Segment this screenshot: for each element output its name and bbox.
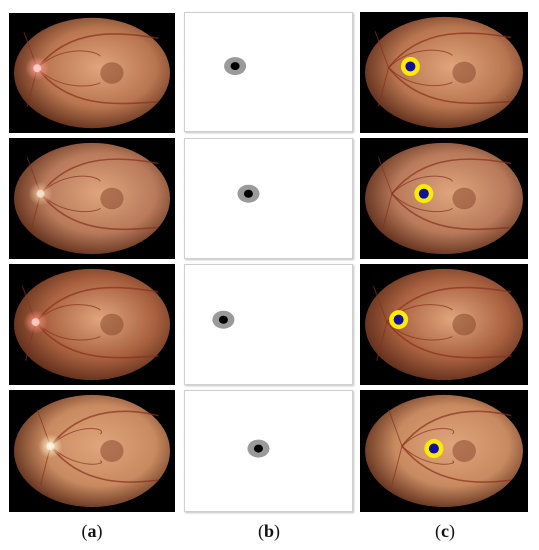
column-label-b-letter: b: [263, 521, 274, 541]
column-label-c-letter: c: [441, 521, 449, 541]
blood-vessel: [36, 33, 159, 69]
retina-field: [13, 268, 171, 381]
mask-background: [185, 265, 352, 384]
overlay-image-row-4: [360, 390, 528, 512]
fundus-image-row-3: [9, 264, 175, 385]
cup-overlay: [405, 61, 416, 72]
blood-vessel: [401, 445, 512, 483]
overlay-image-row-3: [360, 264, 528, 385]
fundus-image-row-2: [9, 138, 175, 259]
column-label-c-open: (: [435, 521, 441, 541]
blood-vessel: [49, 445, 159, 483]
disc-mask-row-1: [184, 12, 353, 132]
macula: [452, 313, 476, 336]
column-label-b-close: ): [274, 521, 280, 541]
blood-vessel: [391, 445, 403, 486]
blood-vessel: [391, 158, 512, 195]
blood-vessel: [387, 32, 512, 69]
macula: [100, 440, 124, 462]
blood-vessel: [34, 286, 159, 323]
blood-vessel: [401, 445, 455, 465]
macula: [100, 313, 124, 336]
optic-cup: [46, 442, 55, 451]
disc-mask-row-4: [184, 390, 353, 512]
blood-vessel: [381, 193, 393, 233]
column-label-c: (c): [405, 520, 485, 542]
fundus-image-row-1: [9, 13, 175, 133]
optic-cup: [36, 189, 45, 198]
disc-mask-row-2: [184, 138, 353, 259]
macula: [100, 62, 124, 84]
column-label-a-close: ): [96, 521, 103, 541]
cup-overlay: [428, 443, 439, 454]
blood-vessel: [391, 193, 453, 213]
mask-background: [185, 139, 352, 258]
blood-vessel: [387, 67, 512, 105]
column-label-b: (b): [229, 520, 309, 542]
cup-region: [218, 315, 228, 324]
retina-field: [365, 142, 523, 255]
retina-field: [13, 394, 171, 508]
retina-field: [365, 16, 523, 129]
overlay-image-row-2: [360, 138, 528, 259]
cup-region: [243, 189, 253, 198]
blood-vessel: [376, 321, 388, 361]
retina-field: [13, 17, 171, 129]
column-label-a-open: (: [81, 521, 88, 541]
overlay-image-row-1: [360, 12, 528, 133]
blood-vessel: [388, 409, 403, 447]
macula: [452, 61, 476, 84]
blood-vessel: [401, 427, 455, 447]
blood-vessel: [401, 410, 512, 447]
blood-vessel: [372, 285, 388, 323]
column-label-b-open: (: [257, 521, 264, 541]
column-label-a: (a): [52, 520, 132, 542]
blood-vessel: [34, 321, 159, 359]
column-label-a-letter: a: [87, 521, 97, 541]
macula: [452, 187, 476, 210]
blood-vessel: [388, 67, 453, 87]
blood-vessel: [391, 193, 512, 231]
blood-vessel: [377, 67, 390, 107]
blood-vessel: [386, 321, 512, 359]
cup-region: [253, 444, 263, 453]
macula: [100, 187, 124, 210]
blood-vessel: [378, 157, 393, 194]
disc-mask-row-3: [184, 264, 353, 385]
fundus-image-row-4: [9, 390, 175, 512]
blood-vessel: [39, 158, 159, 195]
blood-vessel: [388, 49, 453, 69]
retina-field: [365, 268, 523, 381]
blood-vessel: [386, 286, 512, 323]
blood-vessel: [39, 193, 159, 231]
blood-vessel: [49, 410, 159, 447]
mask-background: [185, 13, 352, 131]
cup-overlay: [418, 188, 429, 199]
retina-field: [365, 394, 523, 508]
optic-cup: [33, 64, 42, 73]
blood-vessel: [36, 67, 159, 105]
optic-cup: [31, 318, 40, 327]
cup-region: [230, 62, 240, 71]
column-label-c-close: ): [449, 521, 455, 541]
macula: [452, 440, 476, 462]
retina-field: [13, 142, 171, 255]
cup-overlay: [393, 314, 404, 325]
blood-vessel: [374, 31, 390, 68]
blood-vessel: [391, 175, 453, 195]
